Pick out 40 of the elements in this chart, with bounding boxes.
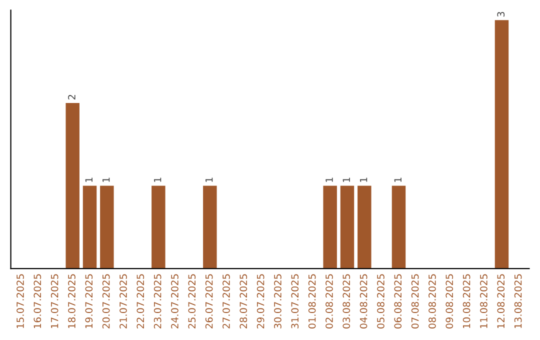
data-label: 1 (326, 178, 333, 182)
x-tick-label: 30.07.2025 (274, 274, 282, 328)
x-tick-label: 23.07.2025 (154, 274, 162, 328)
data-label: 1 (206, 178, 213, 182)
x-tick-label: 31.07.2025 (291, 274, 299, 328)
data-label: 1 (85, 178, 92, 182)
x-tick-label: 11.08.2025 (480, 274, 488, 328)
x-tick-label: 03.08.2025 (342, 274, 350, 328)
x-tick-label: 27.07.2025 (222, 274, 230, 328)
data-label: 2 (68, 94, 76, 100)
x-tick-label: 21.07.2025 (120, 274, 127, 328)
x-tick-label: 26.07.2025 (205, 274, 213, 328)
data-label: 1 (342, 178, 350, 182)
x-tick-label: 02.08.2025 (326, 274, 333, 328)
x-tick-label: 07.08.2025 (411, 274, 419, 328)
x-tick-label: 29.07.2025 (256, 274, 264, 328)
x-tick-label: 25.07.2025 (188, 274, 196, 328)
data-label: 3 (497, 12, 505, 17)
x-tick-label: 22.07.2025 (136, 274, 144, 328)
x-tick-label: 01.08.2025 (308, 274, 316, 328)
x-tick-label: 13.08.2025 (514, 274, 522, 328)
x-tick-label: 04.08.2025 (360, 274, 368, 328)
x-tick-label: 24.07.2025 (171, 274, 178, 328)
x-tick-label: 28.07.2025 (240, 274, 248, 328)
data-label: 1 (360, 178, 368, 182)
data-label: 1 (154, 178, 162, 182)
x-tick-label: 15.07.2025 (16, 274, 24, 328)
x-tick-label: 08.08.2025 (428, 274, 436, 328)
x-tick-label: 17.07.2025 (50, 274, 58, 328)
x-tick-label: 05.08.2025 (377, 274, 384, 328)
x-tick-label: 09.08.2025 (446, 274, 454, 328)
data-label: 1 (394, 178, 402, 182)
x-tick-label: 18.07.2025 (68, 274, 76, 328)
x-tick-label: 06.08.2025 (394, 274, 402, 328)
x-tick-label: 10.08.2025 (462, 274, 470, 328)
x-tick-label: 12.08.2025 (497, 274, 505, 328)
x-tick-label: 20.07.2025 (102, 274, 110, 328)
data-label: 1 (102, 178, 110, 182)
x-tick-label: 16.07.2025 (34, 274, 42, 328)
x-tick-label: 19.07.2025 (85, 274, 93, 328)
